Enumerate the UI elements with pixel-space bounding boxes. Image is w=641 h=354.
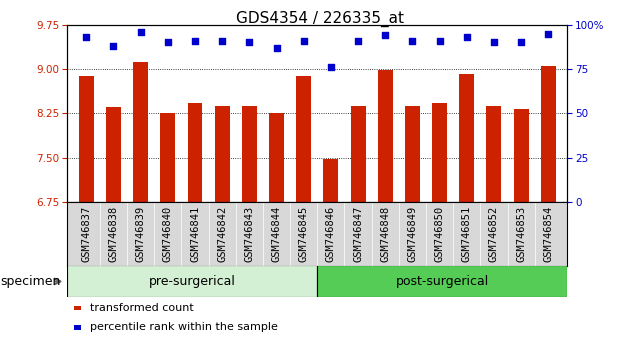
Text: GSM746850: GSM746850 [435,206,445,262]
Bar [487,105,501,354]
Point [163,40,173,45]
Text: GSM746845: GSM746845 [299,206,309,262]
Point [271,45,281,51]
Text: transformed count: transformed count [90,303,194,313]
Point [407,38,417,44]
Text: GSM746843: GSM746843 [244,206,254,262]
Bar [513,109,529,354]
Text: GSM746851: GSM746851 [462,206,472,262]
Text: GSM746852: GSM746852 [489,206,499,262]
Bar [351,105,365,354]
Bar [405,105,420,354]
Point [108,43,119,49]
Text: GSM746840: GSM746840 [163,206,173,262]
Point [435,38,445,44]
Point [81,34,92,40]
Point [326,64,336,70]
Bar [215,105,229,354]
Text: percentile rank within the sample: percentile rank within the sample [90,322,278,332]
Point [135,29,146,35]
Text: GSM746853: GSM746853 [516,206,526,262]
Point [516,40,526,45]
Bar [269,113,284,354]
Point [244,40,254,45]
Point [299,38,309,44]
Text: post-surgerical: post-surgerical [395,275,489,288]
Text: GSM746848: GSM746848 [380,206,390,262]
Text: GSM746854: GSM746854 [544,206,553,262]
Text: GSM746846: GSM746846 [326,206,336,262]
Text: GDS4354 / 226335_at: GDS4354 / 226335_at [237,11,404,27]
Bar [296,76,311,354]
Text: GSM746837: GSM746837 [81,206,91,262]
Bar [106,107,121,354]
Bar [160,113,176,354]
Bar [133,62,148,354]
Bar [378,70,393,354]
Point [543,31,553,36]
Text: GSM746844: GSM746844 [272,206,281,262]
Text: GSM746842: GSM746842 [217,206,227,262]
Bar [79,76,94,354]
Bar [541,66,556,354]
Text: GSM746838: GSM746838 [108,206,119,262]
Point [462,34,472,40]
Text: GSM746847: GSM746847 [353,206,363,262]
Point [217,38,228,44]
Text: GSM746849: GSM746849 [408,206,417,262]
Text: GSM746839: GSM746839 [136,206,146,262]
Text: specimen: specimen [1,275,61,288]
FancyBboxPatch shape [317,266,567,297]
Bar [432,103,447,354]
FancyBboxPatch shape [67,266,317,297]
Bar [324,159,338,354]
Point [380,33,390,38]
Text: GSM746841: GSM746841 [190,206,200,262]
Text: pre-surgerical: pre-surgerical [149,275,236,288]
Bar [188,103,203,354]
Point [190,38,200,44]
Point [489,40,499,45]
Point [353,38,363,44]
Bar [242,105,257,354]
Bar [459,74,474,354]
